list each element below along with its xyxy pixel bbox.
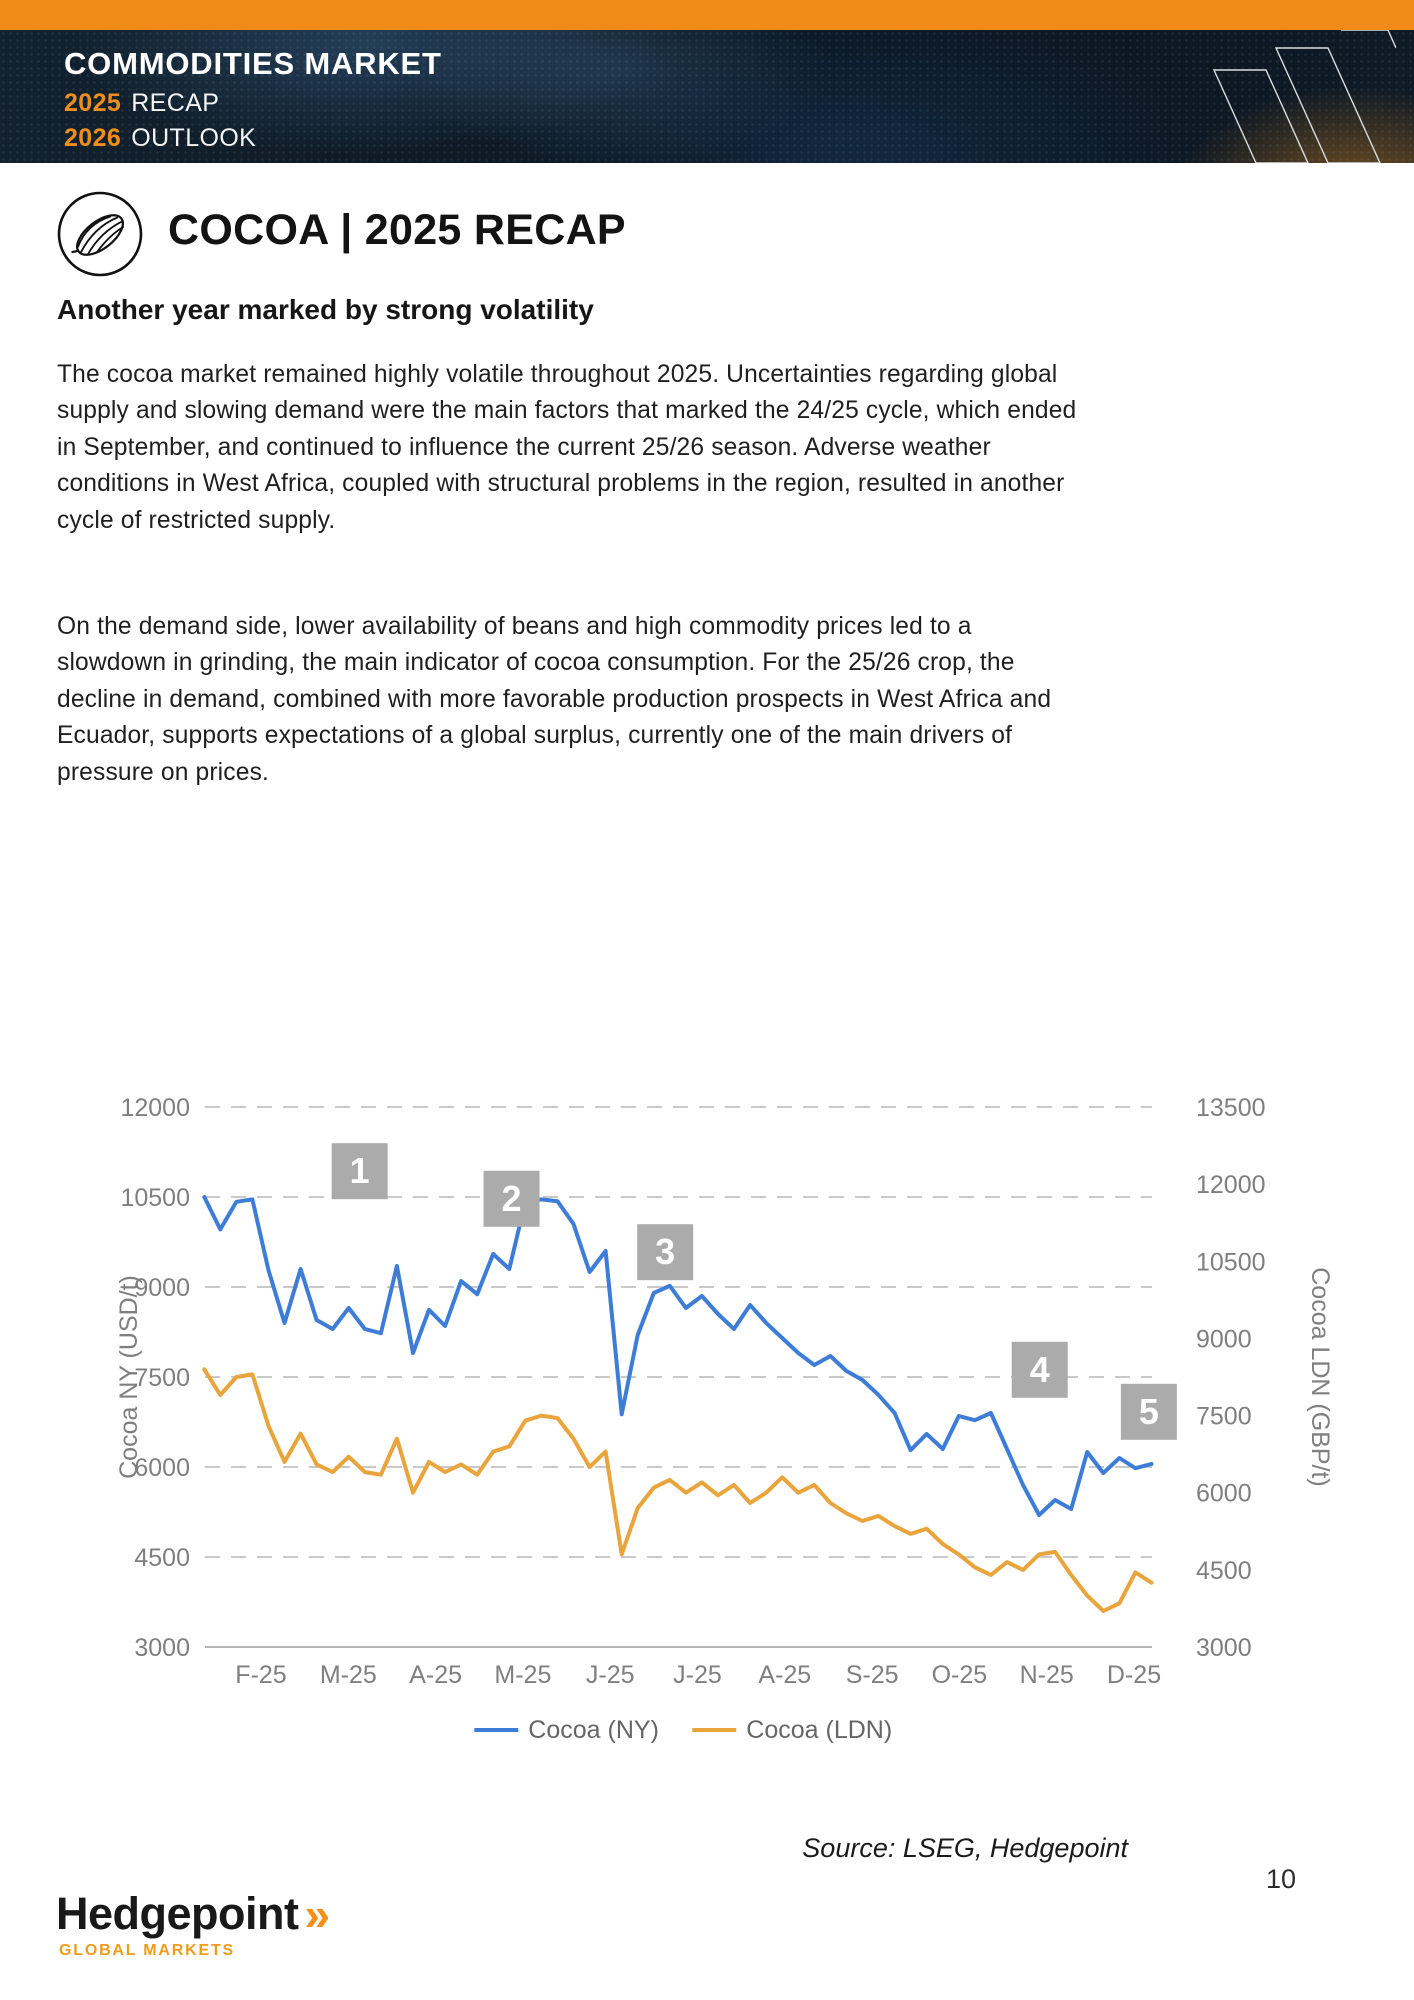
right-axis-tick-label: 13500 bbox=[1196, 1094, 1266, 1122]
right-axis-title: Cocoa LDN (GBP/t) bbox=[1306, 1267, 1334, 1487]
body-heading: Another year marked by strong volatility bbox=[57, 294, 594, 325]
right-axis-tick-label: 6000 bbox=[1196, 1480, 1252, 1508]
annotation-box bbox=[1011, 1341, 1068, 1398]
brand-tagline: GLOBAL MARKETS bbox=[59, 1942, 236, 1959]
annotation-number: 2 bbox=[502, 1178, 522, 1219]
annotation-box bbox=[637, 1224, 694, 1281]
right-axis-tick-label: 7500 bbox=[1196, 1403, 1252, 1431]
page-title: COCOA | 2025 RECAP bbox=[168, 206, 626, 254]
x-axis-tick-label: D-25 bbox=[1107, 1661, 1161, 1689]
body-paragraph-2: On the demand side, lower availability o… bbox=[57, 613, 1052, 786]
source-note: Source: LSEG, Hedgepoint bbox=[802, 1833, 1128, 1863]
x-axis-tick-label: A-25 bbox=[409, 1661, 462, 1689]
brand-name: Hedgepoint bbox=[56, 1888, 299, 1939]
x-axis-tick-label: M-25 bbox=[320, 1661, 377, 1689]
annotation-number: 4 bbox=[1030, 1349, 1050, 1390]
annotation-number: 1 bbox=[350, 1150, 370, 1191]
report-subtitle-2025: 2025 RECAP bbox=[64, 89, 220, 117]
x-axis-tick-label: J-25 bbox=[586, 1661, 635, 1689]
x-axis-tick-label: M-25 bbox=[494, 1661, 551, 1689]
header-band: COMMODITIES MARKET 2025 RECAP 2026 OUTLOOK bbox=[0, 30, 1414, 163]
page-number: 10 bbox=[1266, 1864, 1297, 1894]
report-subtitle-2026: 2026 OUTLOOK bbox=[64, 124, 257, 152]
right-axis-tick-label: 4500 bbox=[1196, 1557, 1252, 1585]
left-axis-title: Cocoa NY (USD/t) bbox=[115, 1275, 143, 1479]
annotation-box bbox=[331, 1143, 388, 1200]
body-paragraph-1: The cocoa market remained highly volatil… bbox=[57, 361, 1077, 534]
annotation-box bbox=[1120, 1383, 1177, 1440]
right-axis-tick-label: 9000 bbox=[1196, 1325, 1252, 1353]
left-axis-tick-label: 12000 bbox=[120, 1094, 190, 1122]
chevron-decoration-icon bbox=[1212, 30, 1396, 163]
hedgepoint-logo: Hedgepoint » GLOBAL MARKETS bbox=[56, 1888, 330, 1960]
header-accent-bar bbox=[0, 0, 1414, 30]
annotation-box bbox=[483, 1170, 540, 1227]
x-axis-tick-label: A-25 bbox=[758, 1661, 811, 1689]
x-axis-tick-label: S-25 bbox=[846, 1661, 899, 1689]
right-axis-tick-label: 10500 bbox=[1196, 1248, 1266, 1276]
annotation-number: 3 bbox=[655, 1231, 675, 1272]
left-axis-tick-label: 10500 bbox=[120, 1184, 190, 1212]
left-axis-tick-label: 3000 bbox=[134, 1634, 190, 1662]
report-title: COMMODITIES MARKET bbox=[64, 46, 442, 81]
cocoa-price-chart: 3000 4500 6000 7500 9000 10500 12000 3000 4500 60… bbox=[0, 850, 1414, 1780]
left-axis-tick-label: 7500 bbox=[134, 1364, 190, 1392]
x-axis-tick-label: J-25 bbox=[673, 1661, 722, 1689]
price-line-chart: 3000 4500 6000 7500 9000 10500 12000 3000 4500 60… bbox=[115, 1094, 1334, 1744]
series-line-ny bbox=[202, 1195, 1154, 1517]
x-axis-tick-label: F-25 bbox=[235, 1661, 286, 1689]
x-axis-tick-label: O-25 bbox=[932, 1661, 988, 1689]
series-line-ldn bbox=[202, 1367, 1154, 1613]
cocoa-pod-icon bbox=[57, 191, 143, 277]
right-axis-tick-label: 12000 bbox=[1196, 1171, 1266, 1199]
right-axis-tick-label: 3000 bbox=[1196, 1634, 1252, 1662]
left-axis-tick-label: 9000 bbox=[134, 1274, 190, 1302]
left-axis-tick-label: 4500 bbox=[134, 1544, 190, 1572]
legend-label: Cocoa (LDN) bbox=[746, 1716, 892, 1744]
x-axis-tick-label: N-25 bbox=[1020, 1661, 1074, 1689]
legend-label: Cocoa (NY) bbox=[528, 1716, 659, 1744]
double-chevron-icon: » bbox=[304, 1888, 331, 1940]
left-axis-tick-label: 6000 bbox=[134, 1454, 190, 1482]
annotation-number: 5 bbox=[1139, 1391, 1159, 1432]
